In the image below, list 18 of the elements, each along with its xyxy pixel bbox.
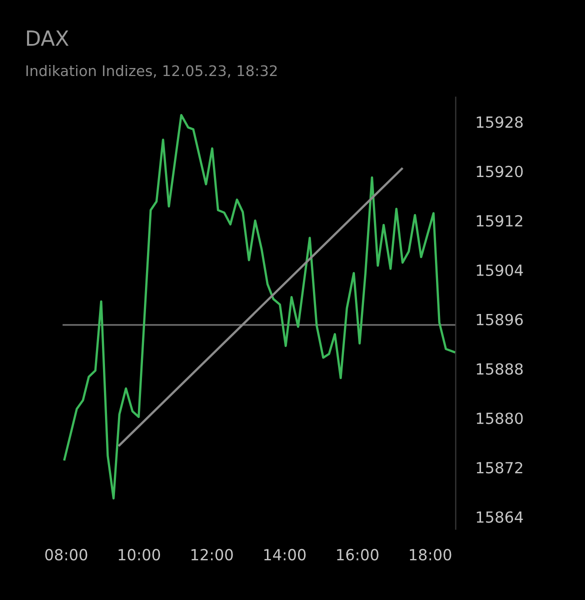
x-tick-label: 16:00 bbox=[337, 548, 378, 560]
x-tick-label: 08:00 bbox=[45, 548, 88, 560]
y-tick-label: 15880 bbox=[476, 412, 523, 424]
x-tick-label: 18:00 bbox=[410, 548, 452, 560]
y-tick-label: 15920 bbox=[476, 166, 523, 178]
x-tick-label: 12:00 bbox=[192, 548, 233, 560]
chart-title: DAX bbox=[27, 30, 69, 46]
y-tick-label: 15864 bbox=[476, 511, 523, 523]
x-tick-label: 14:00 bbox=[264, 548, 306, 560]
line-series bbox=[63, 114, 456, 500]
y-tick-label: 15888 bbox=[476, 363, 523, 375]
y-tick-label: 15904 bbox=[476, 264, 523, 276]
y-tick-label: 15896 bbox=[476, 314, 523, 326]
y-tick-label: 15872 bbox=[476, 462, 522, 474]
y-tick-label: 15912 bbox=[476, 215, 522, 227]
y-tick-label: 15928 bbox=[476, 116, 523, 128]
chart-subtitle: Indikation Indizes, 12.05.23, 18:32 bbox=[26, 64, 277, 78]
x-tick-label: 10:00 bbox=[118, 548, 160, 560]
